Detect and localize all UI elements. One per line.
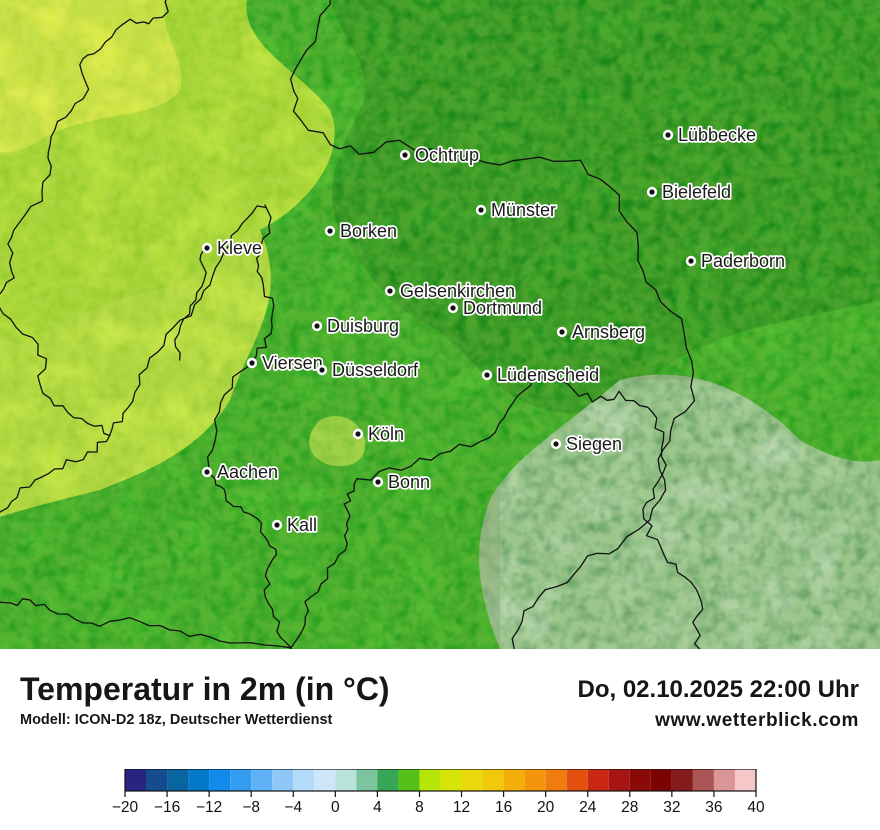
svg-text:Bonn: Bonn xyxy=(388,472,430,492)
svg-text:32: 32 xyxy=(663,799,680,816)
svg-text:0: 0 xyxy=(331,799,340,816)
svg-text:Lüdenscheid: Lüdenscheid xyxy=(497,365,599,385)
svg-text:40: 40 xyxy=(747,799,765,816)
svg-text:16: 16 xyxy=(495,799,512,816)
svg-text:Arnsberg: Arnsberg xyxy=(572,322,645,342)
svg-text:28: 28 xyxy=(621,799,638,816)
svg-text:−4: −4 xyxy=(284,799,302,816)
svg-text:Paderborn: Paderborn xyxy=(701,251,785,271)
svg-text:Ochtrup: Ochtrup xyxy=(415,145,479,165)
svg-text:Kleve: Kleve xyxy=(217,238,262,258)
svg-text:−8: −8 xyxy=(242,799,260,816)
svg-text:Aachen: Aachen xyxy=(217,462,278,482)
svg-text:Kall: Kall xyxy=(287,515,317,535)
svg-text:36: 36 xyxy=(705,799,722,816)
svg-text:Siegen: Siegen xyxy=(566,434,622,454)
svg-text:Lübbecke: Lübbecke xyxy=(678,125,756,145)
svg-text:8: 8 xyxy=(415,799,424,816)
svg-text:−12: −12 xyxy=(196,799,222,816)
svg-text:Bielefeld: Bielefeld xyxy=(662,182,731,202)
svg-text:−16: −16 xyxy=(154,799,180,816)
svg-text:Düsseldorf: Düsseldorf xyxy=(332,360,419,380)
svg-text:12: 12 xyxy=(453,799,470,816)
svg-text:20: 20 xyxy=(537,799,555,816)
svg-text:4: 4 xyxy=(373,799,382,816)
svg-text:Duisburg: Duisburg xyxy=(327,316,399,336)
svg-text:Borken: Borken xyxy=(340,221,397,241)
svg-text:Köln: Köln xyxy=(368,424,404,444)
svg-text:Dortmund: Dortmund xyxy=(463,298,542,318)
svg-text:Münster: Münster xyxy=(491,200,556,220)
svg-text:Viersen: Viersen xyxy=(262,353,323,373)
svg-text:24: 24 xyxy=(579,799,597,816)
svg-text:−20: −20 xyxy=(112,799,139,816)
